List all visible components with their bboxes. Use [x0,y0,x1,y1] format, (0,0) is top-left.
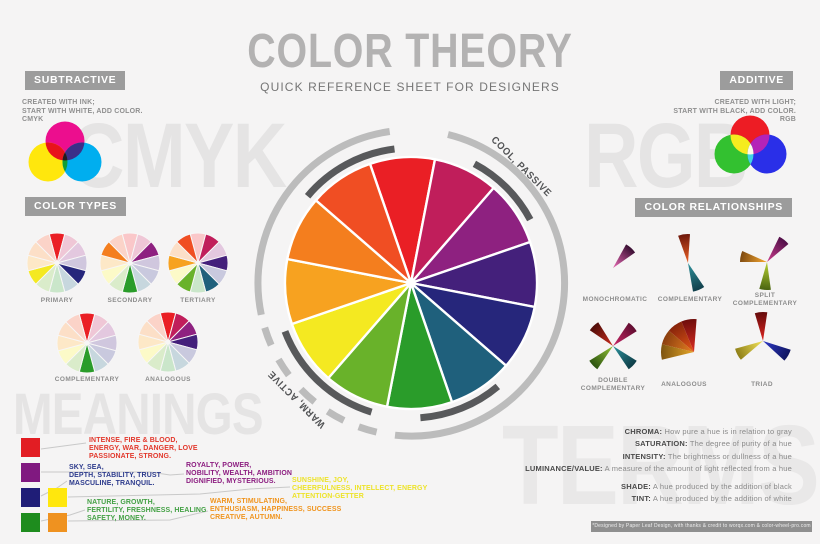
pie-analogous [137,311,199,373]
label-analogous: ANALOGOUS [661,381,707,388]
red-meaning: INTENSE, FIRE & BLOOD, ENERGY, WAR, DANGE… [89,437,198,460]
pie-complementary [56,312,118,374]
terms-watermark: TERMS [502,402,820,528]
label-complementary: COMPLEMENTARY [657,296,723,303]
label-split-complementary: SPLIT COMPLEMENTARY [732,292,798,307]
pie-label-analogous: ANALOGOUS [145,376,191,383]
label-triad: TRIAD [751,381,773,388]
yellow-meaning: SUNSHINE, JOY, CHEERFULNESS, INTELLECT, E… [292,477,428,500]
cmy-venn-diagram [26,117,104,190]
purple-meaning: ROYALTY, POWER, NOBILITY, WEALTH, AMBITIO… [186,462,293,485]
pie-label-tertiary: TERTIARY [180,297,216,304]
blue-meaning: SKY, SEA, DEPTH, STABILITY, TRUST MASCULIN… [69,464,162,487]
pie-primary [26,232,88,294]
subtractive-description: CREATED WITH INK; START WITH WHITE, ADD … [22,99,143,124]
term-luminance: LUMINANCE/VALUE: A measure of the amount… [525,464,792,474]
orange-meaning: WARM, STIMULATING, ENTHUSIASM, HAPPINESS,… [210,498,342,521]
additive-label: ADDITIVE [720,71,793,90]
orange-swatch [48,513,67,532]
credit-bar: *Designed by Paper Leaf Design, with tha… [591,521,812,532]
color-wheel [246,118,576,453]
pie-secondary [99,232,161,294]
term-shade: SHADE: A hue produced by the addition of… [621,481,792,491]
relationship-wedges [575,220,805,395]
term-chroma: CHROMA: How pure a hue is in relation to… [624,427,792,436]
pie-label-secondary: SECONDARY [107,297,153,304]
color-types-label: COLOR TYPES [25,197,126,216]
label-monochromatic: MONOCHROMATIC [582,296,648,303]
header: COLOR THEORY QUICK REFERENCE SHEET FOR D… [0,25,820,95]
label-double-complementary: DOUBLE COMPLEMENTARY [580,377,646,392]
pie-label-complementary: COMPLEMENTARY [54,376,120,383]
color-relationships-label: COLOR RELATIONSHIPS [635,198,792,217]
subtractive-label: SUBTRACTIVE [25,71,126,90]
page-title: COLOR THEORY [247,25,573,78]
green-meaning: NATURE, GROWTH, FERTILITY, FRESHNESS, HEA… [87,499,207,522]
cmyk-watermark: CMYK [70,105,287,207]
page-subtitle: QUICK REFERENCE SHEET FOR DESIGNERS [260,80,560,94]
term-tint: TINT: A hue produced by the addition of … [631,494,792,504]
pie-tertiary [167,232,229,294]
term-saturation: SATURATION: The degree of purity of a hu… [634,439,792,449]
red-swatch [21,438,40,457]
purple-swatch [21,463,40,482]
terms-list: CHROMA: How pure a hue is in relation to… [525,426,792,505]
connector-lines [40,442,291,522]
meanings-watermark: MEANINGS [13,382,264,447]
rgb-venn-diagram [712,112,790,185]
yellow-swatch [48,488,67,507]
additive-description: CREATED WITH LIGHT; START WITH BLACK, AD… [673,99,796,124]
blue-swatch [21,488,40,507]
pie-label-primary: PRIMARY [40,297,74,304]
term-intensity: INTENSITY: The brightness or dullness of… [622,451,792,461]
green-swatch [21,513,40,532]
